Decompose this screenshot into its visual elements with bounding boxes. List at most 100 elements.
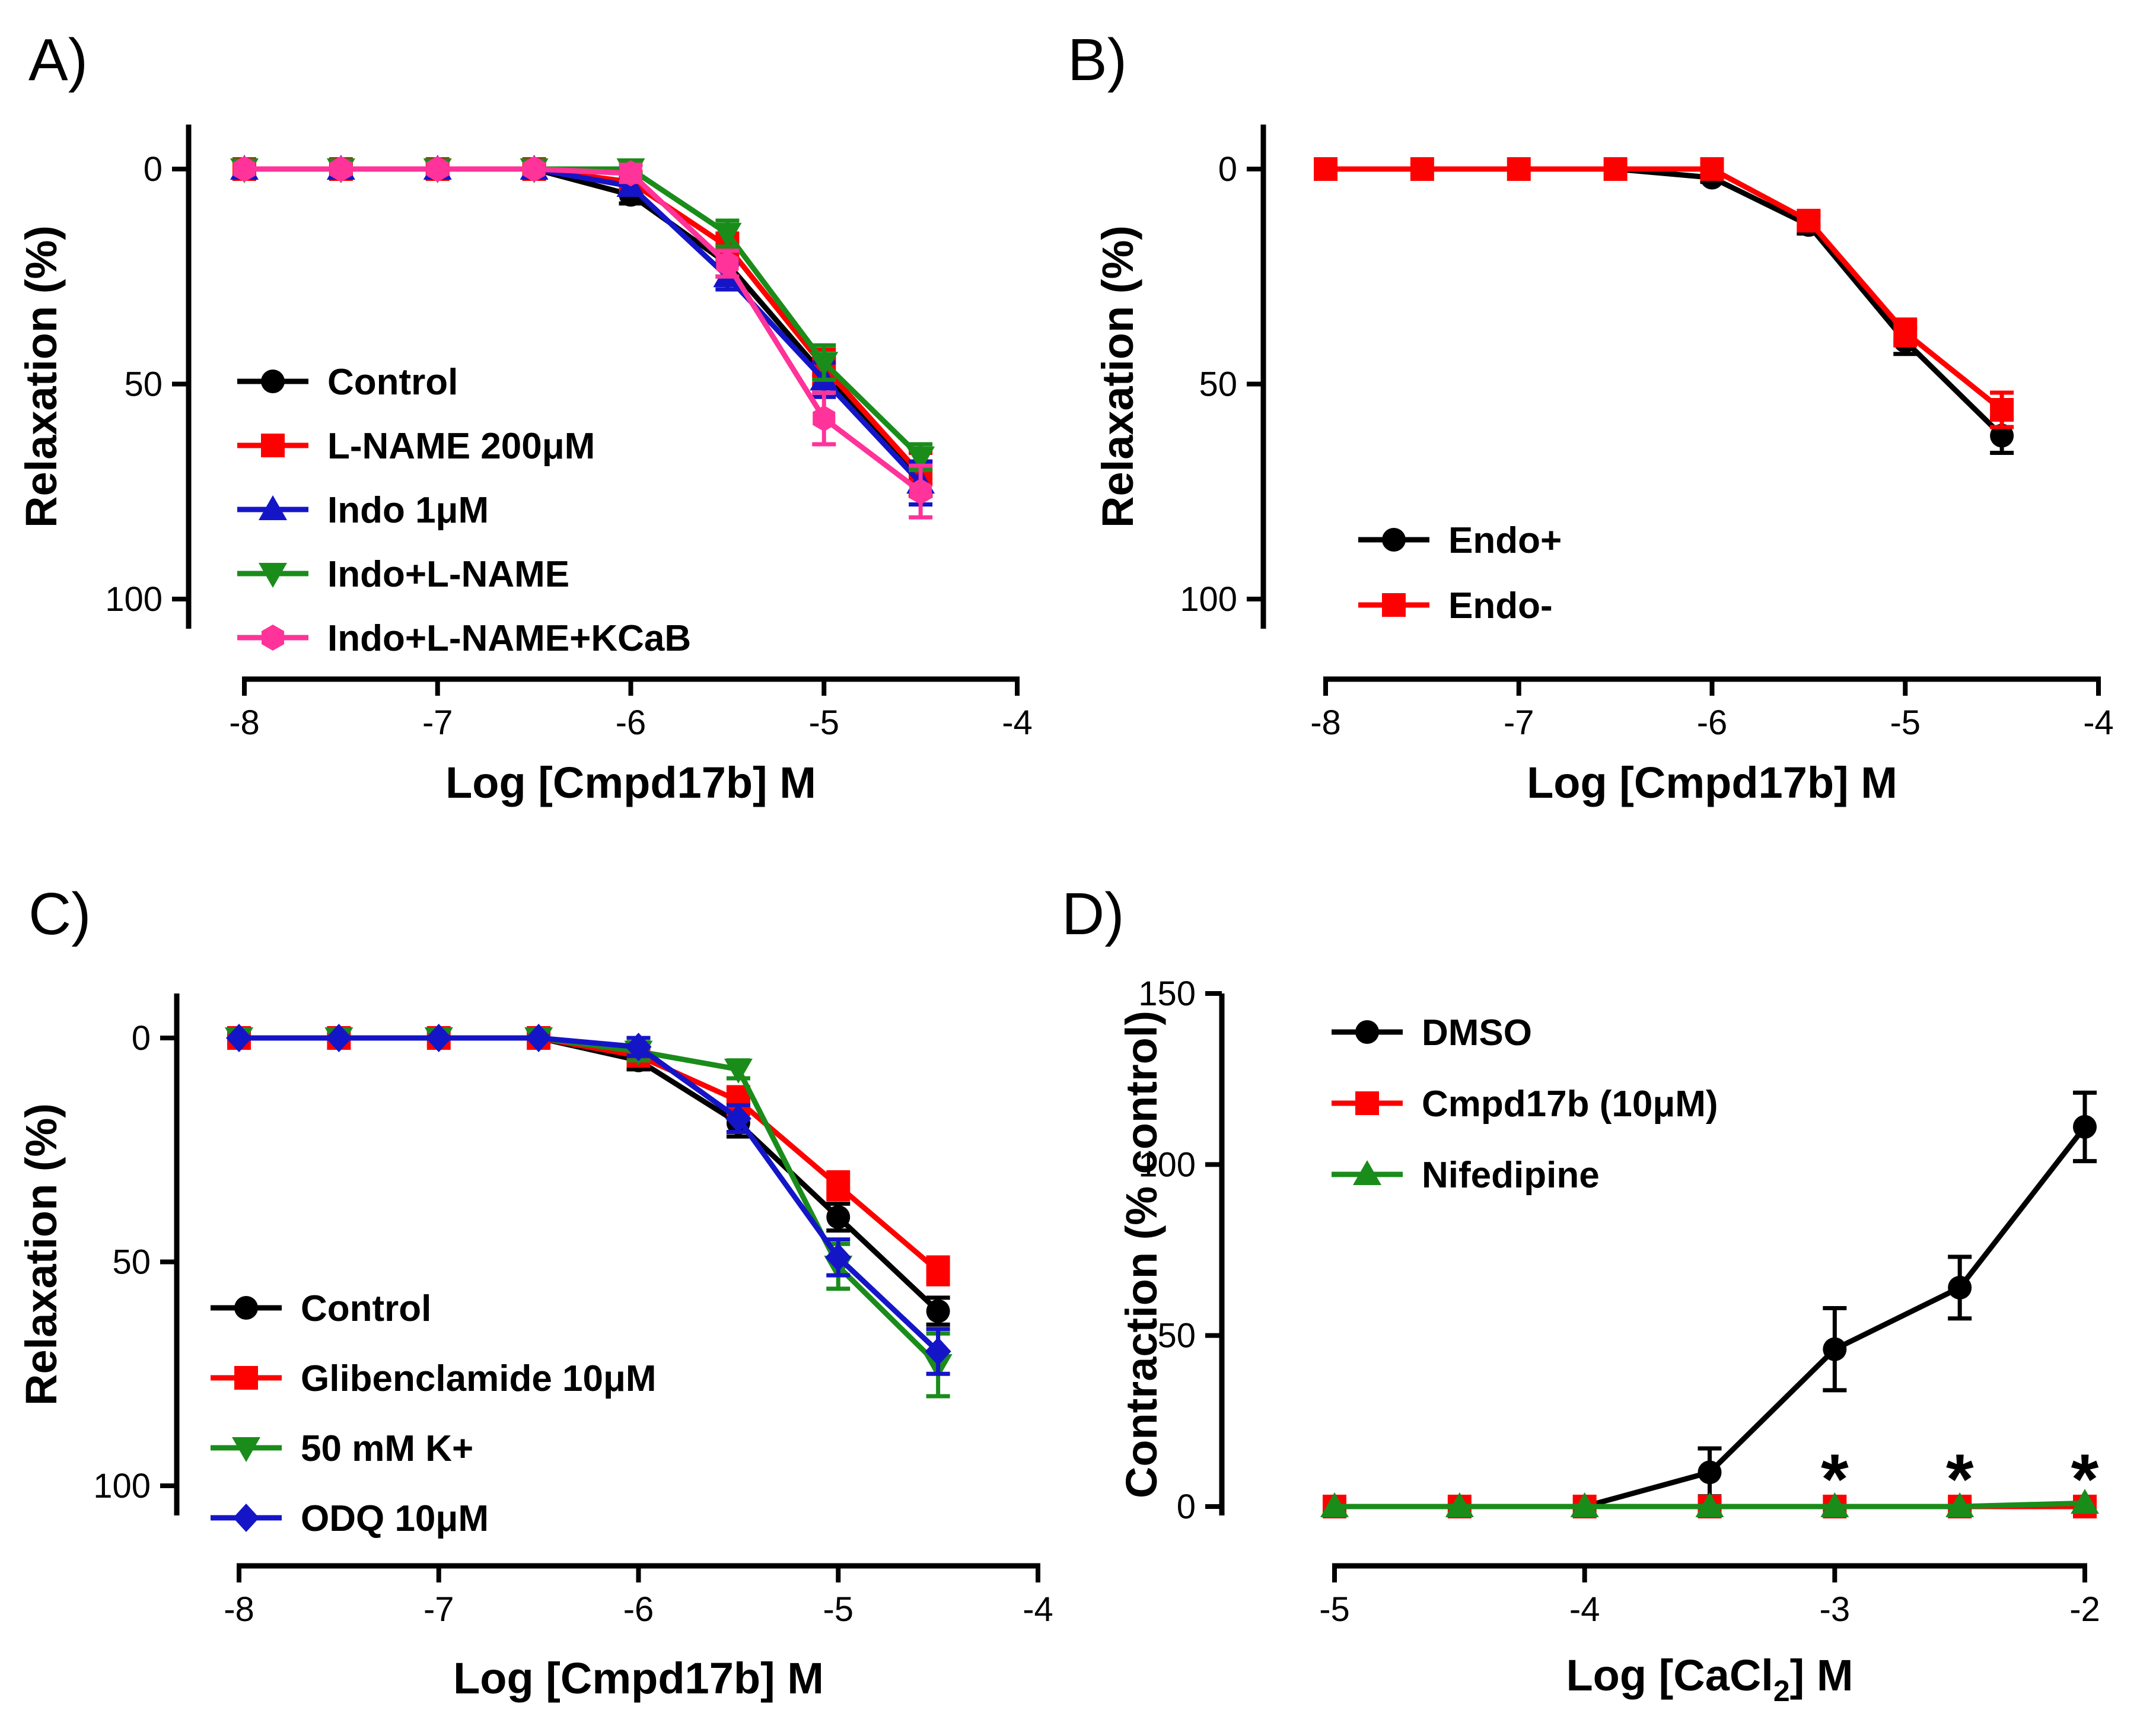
data-point [326, 1024, 352, 1052]
legend-label: Cmpd17b (10μM) [1422, 1084, 1718, 1125]
x-tick-label: -4 [1569, 1590, 1600, 1629]
panel-label: B) [1068, 27, 1127, 93]
legend: DMSO Cmpd17b (10μM) Nifedipine [1332, 1012, 1718, 1196]
x-tick-label: -4 [2083, 703, 2114, 742]
data-point [1893, 320, 1918, 345]
x-axis-title: Log [Cmpd17b] M [1527, 758, 1897, 807]
data-point [826, 1174, 851, 1198]
y-tick-label: 0 [1177, 1488, 1196, 1526]
legend-label: 50 mM K+ [301, 1428, 473, 1469]
data-point [425, 1024, 452, 1052]
data-point [426, 156, 449, 182]
series-line [239, 1035, 940, 1273]
legend-marker [1355, 1091, 1379, 1115]
series-2 [1320, 1489, 2099, 1517]
y-tick-label: 50 [124, 365, 163, 404]
x-tick-label: -5 [1319, 1590, 1350, 1629]
x-axis-title: Log [Cmpd17b] M [453, 1654, 824, 1703]
significance-star: * [2071, 1440, 2099, 1519]
y-tick-label: 0 [144, 150, 163, 189]
data-point [526, 1024, 552, 1052]
legend-label: Glibenclamide 10μM [301, 1358, 657, 1399]
data-point [926, 1299, 950, 1323]
data-point [1945, 1492, 1975, 1517]
series-line [239, 1035, 940, 1354]
legend-label: L-NAME 200μM [327, 426, 595, 467]
x-tick-label: -7 [1504, 703, 1534, 742]
legend: Endo+ Endo- [1358, 520, 1562, 626]
y-tick-label: 100 [1138, 1145, 1196, 1184]
x-axis-title-main: Log [CaCl [1566, 1651, 1773, 1700]
data-point [825, 1243, 852, 1272]
legend-marker [261, 625, 285, 651]
data-point [1823, 1337, 1847, 1361]
data-point [226, 1024, 252, 1052]
data-point [1700, 157, 1724, 181]
series-3 [226, 1024, 951, 1376]
data-point [1445, 1492, 1474, 1517]
legend-marker [234, 1366, 258, 1390]
y-tick-label: 100 [1180, 580, 1237, 619]
series-line [1326, 166, 2004, 438]
legend-marker [1382, 528, 1406, 552]
legend-label: Endo+ [1448, 520, 1562, 561]
series-line [244, 166, 922, 494]
legend-label: Control [327, 362, 458, 403]
data-point [909, 478, 932, 505]
data-point [1698, 1460, 1722, 1485]
panel-label: D) [1062, 881, 1125, 947]
data-point [233, 156, 256, 182]
data-point [1410, 157, 1434, 181]
y-axis-title: Relaxation (%) [1093, 225, 1142, 528]
data-point [724, 1058, 753, 1084]
x-tick-label: -6 [623, 1590, 654, 1629]
x-tick-label: -7 [422, 703, 453, 742]
data-point [826, 1205, 851, 1229]
data-point [1820, 1492, 1849, 1517]
series-line [1326, 166, 2004, 412]
legend-marker [233, 1504, 259, 1532]
x-tick-label: -5 [1890, 703, 1921, 742]
legend-marker [232, 1437, 260, 1462]
x-tick-label: -4 [1002, 703, 1033, 742]
x-tick-label: -6 [1697, 703, 1728, 742]
legend-marker [259, 563, 287, 588]
data-point [2073, 1114, 2097, 1139]
data-point [1797, 209, 1821, 233]
x-tick-label: -5 [823, 1590, 854, 1629]
panel-label: A) [28, 27, 88, 93]
series-4 [233, 156, 933, 520]
data-point [1507, 157, 1531, 181]
x-tick-label: -4 [1023, 1590, 1053, 1629]
legend-label: Endo- [1448, 585, 1553, 626]
x-axis-title: Log [Cmpd17b] M [445, 758, 816, 807]
data-point [716, 250, 739, 277]
data-point [906, 446, 935, 472]
y-axis-title: Relaxation (%) [17, 225, 66, 528]
x-tick-label: -8 [1310, 703, 1341, 742]
data-point [329, 156, 352, 182]
legend-marker [1382, 593, 1406, 617]
y-tick-label: 50 [1199, 365, 1237, 404]
data-point [1990, 423, 2014, 448]
data-point [1570, 1492, 1599, 1517]
x-tick-label: -5 [808, 703, 839, 742]
x-axis-title-subscript: 2 [1773, 1674, 1790, 1708]
y-tick-label: 100 [93, 1467, 151, 1505]
data-point [2071, 1489, 2099, 1514]
x-tick-label: -2 [2069, 1590, 2100, 1629]
panel-label: C) [28, 881, 91, 947]
data-point [1990, 398, 2014, 422]
data-point [1320, 1492, 1349, 1517]
y-tick-label: 50 [112, 1243, 151, 1282]
panel-d: D) 0 50 100 150 -5 -4 -3 -2 Log [CaCl2] M Contract… [1062, 881, 2100, 1708]
panel-c: C) 0 50 100 -8 -7 -6 -5 -4 Log [Cmpd17b] M Relaxat… [17, 881, 1053, 1703]
legend: Control L-NAME 200μM Indo 1μM Indo+L-NAME In… [237, 362, 691, 659]
legend-marker [234, 1296, 258, 1320]
data-point [1948, 1275, 1972, 1300]
data-point [810, 352, 839, 377]
x-tick-label: -3 [1820, 1590, 1851, 1629]
data-point [926, 1259, 950, 1283]
legend-label: Indo+L-NAME [327, 554, 569, 595]
